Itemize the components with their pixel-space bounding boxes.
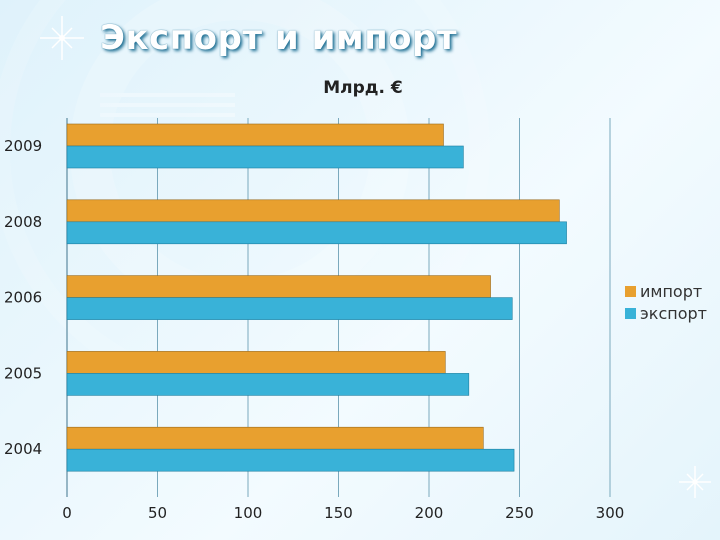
category-label: 2009 (4, 137, 42, 155)
category-label: 2008 (4, 213, 42, 231)
x-tick-label: 250 (505, 504, 534, 522)
legend-swatch-import (625, 285, 636, 297)
x-tick-label: 300 (596, 504, 625, 522)
bar-import (66, 275, 491, 298)
x-tick-label: 0 (62, 504, 72, 522)
legend-item-export: экспорт (625, 302, 707, 324)
chart-legend: импорт экспорт (625, 280, 707, 324)
legend-item-import: импорт (625, 280, 707, 302)
bar-export (66, 373, 470, 396)
legend-label-import: импорт (640, 281, 703, 301)
sparkle-icon (679, 466, 711, 498)
bar-export (66, 221, 567, 245)
bar-import (66, 123, 444, 147)
category-label: 2005 (4, 364, 42, 382)
legend-label-export: экспорт (640, 303, 707, 323)
x-tick-label: 50 (148, 504, 167, 522)
sparkle-icon (40, 16, 84, 60)
category-label: 2006 (4, 289, 42, 307)
x-tick-label: 200 (415, 504, 444, 522)
legend-swatch-export (625, 307, 636, 319)
bar-import (66, 426, 484, 450)
x-tick-label: 100 (234, 504, 263, 522)
page-title: Экспорт и импорт (100, 18, 458, 58)
x-tick-label: 150 (324, 504, 353, 522)
bar-export (66, 297, 513, 320)
bar-import (66, 199, 560, 223)
bar-import (66, 351, 446, 374)
bar-export (66, 448, 515, 472)
unit-label: Млрд. € (323, 78, 403, 98)
category-label: 2004 (4, 440, 42, 458)
bar-export (66, 145, 464, 169)
